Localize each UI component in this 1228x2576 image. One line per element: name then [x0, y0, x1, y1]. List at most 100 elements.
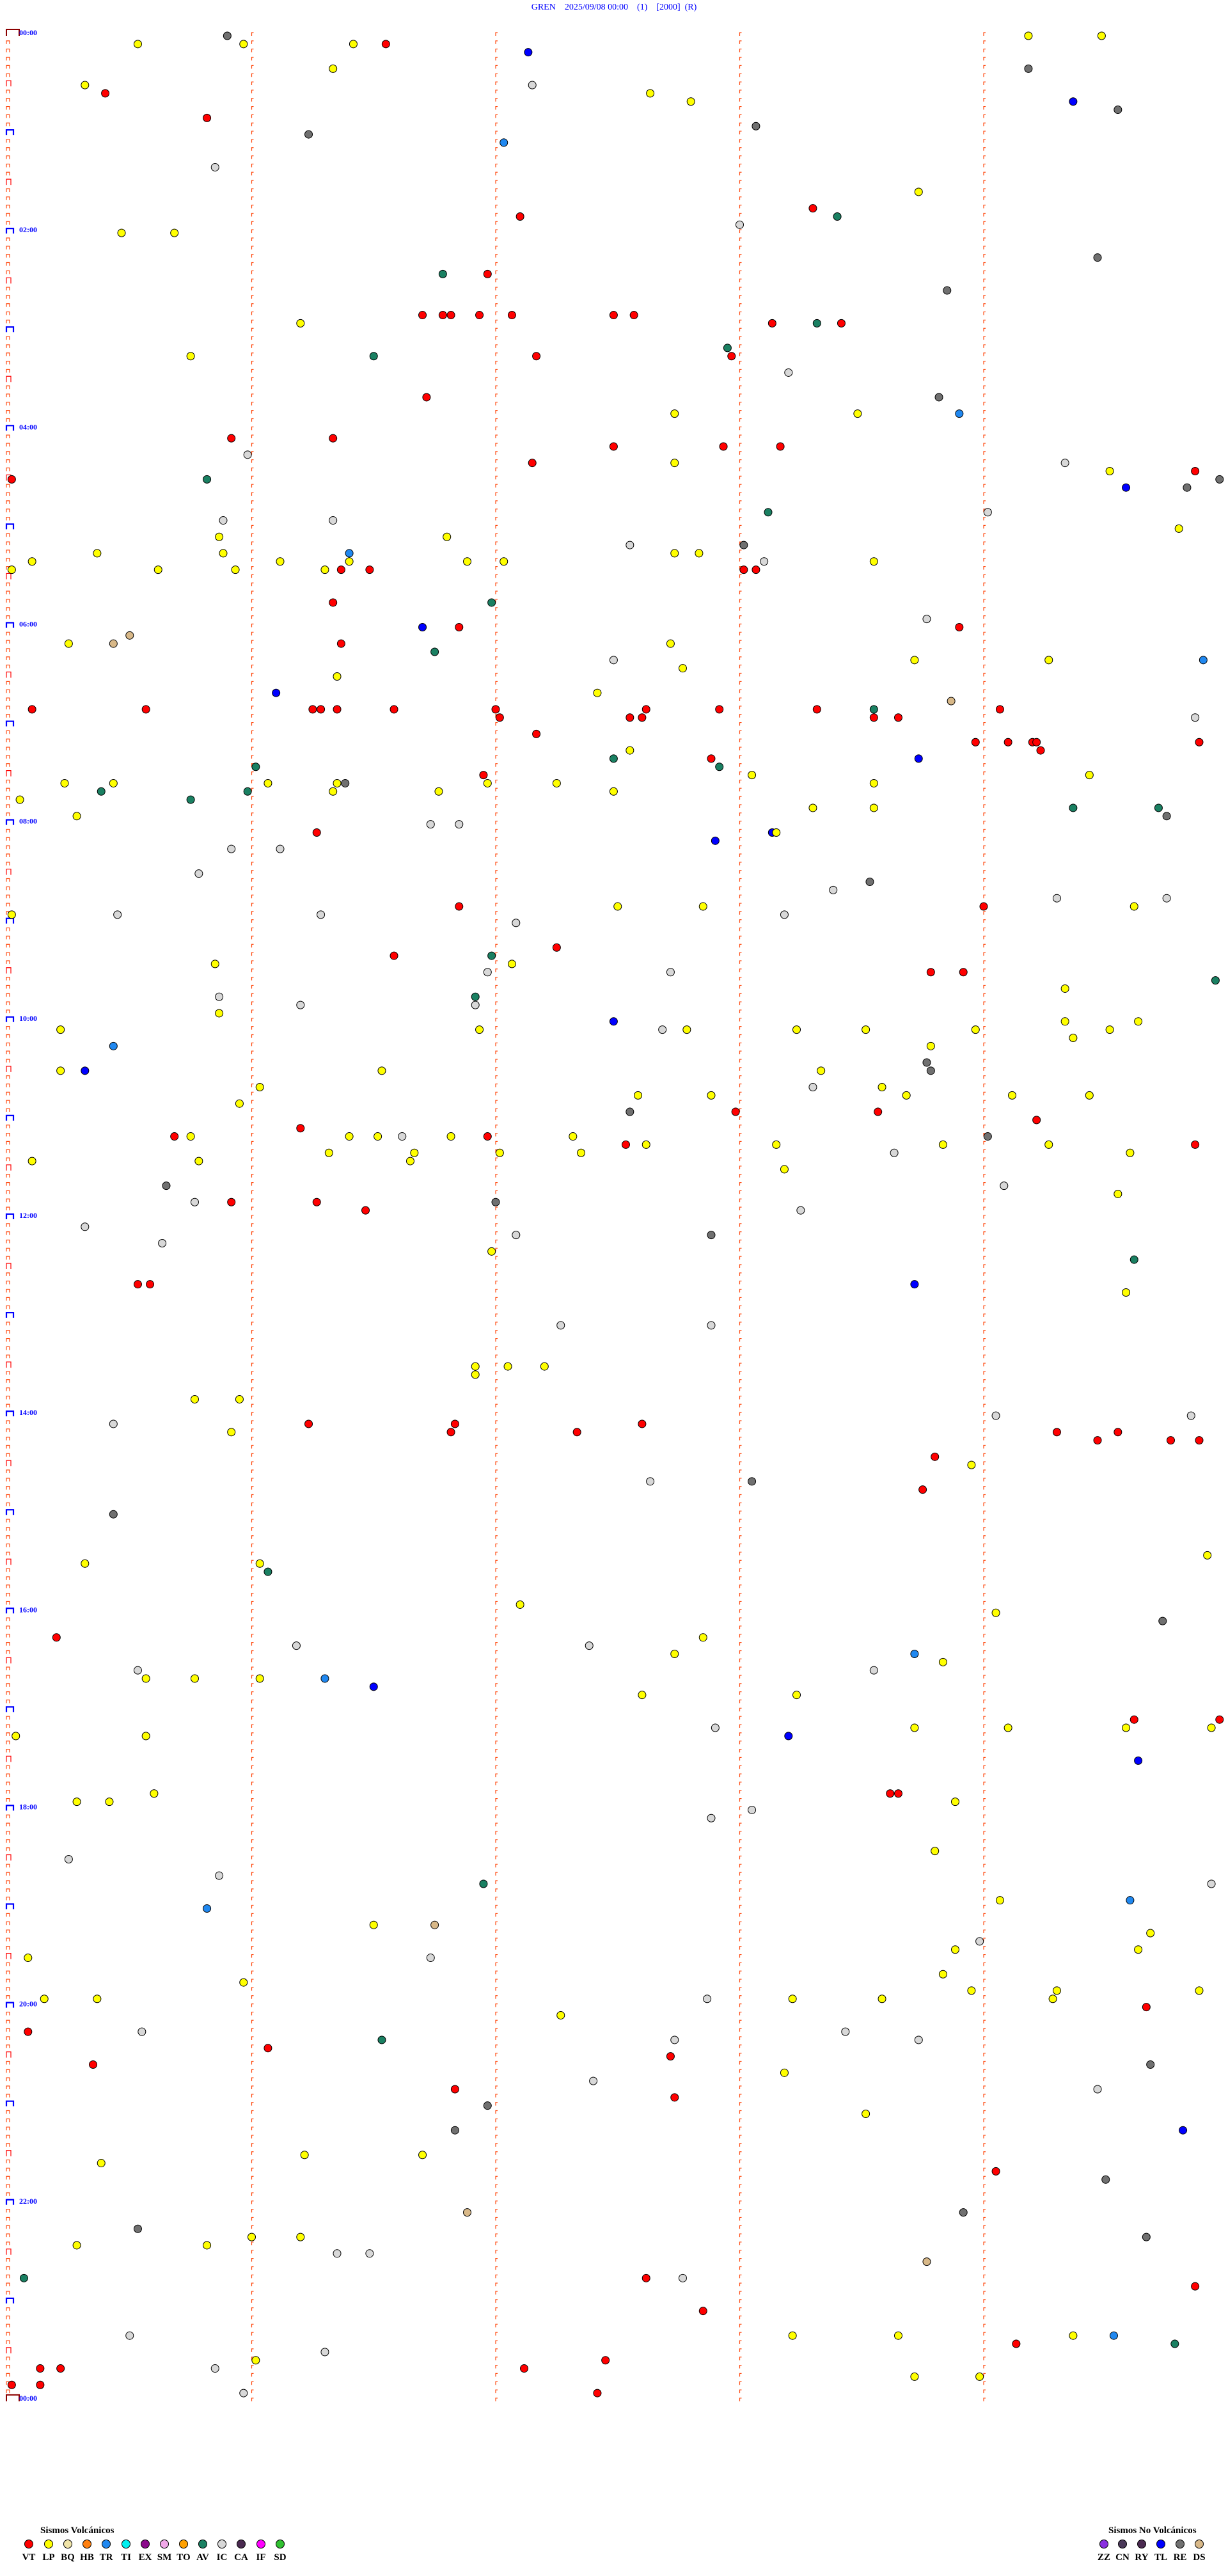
minute-tick: [251, 1732, 254, 1736]
minute-tick: [983, 361, 986, 365]
minute-tick: [6, 1494, 10, 1498]
minute-tick: [739, 894, 742, 899]
minute-tick: [983, 237, 986, 241]
minute-tick: [983, 2307, 986, 2311]
minute-tick: [6, 1354, 10, 1359]
minute-tick: [739, 2241, 742, 2245]
event-LP: [133, 40, 142, 49]
minute-tick: [495, 2159, 498, 2163]
minute-tick: [251, 730, 254, 734]
minute-tick: [983, 977, 986, 981]
minute-tick: [6, 1748, 10, 1753]
minute-tick: [495, 1379, 498, 1383]
minute-tick: [495, 1897, 498, 1900]
event-LP: [869, 778, 878, 787]
minute-tick: [983, 467, 986, 471]
legend-swatch-ZZ: [1099, 2540, 1108, 2548]
minute-tick: [739, 1929, 742, 1934]
minute-tick: [983, 1946, 986, 1950]
event-LP: [1069, 2331, 1078, 2340]
minute-tick: [251, 845, 254, 849]
minute-tick: [6, 1593, 10, 1597]
minute-tick: [251, 1995, 254, 1999]
event-LP: [410, 1148, 419, 1157]
minute-tick: [6, 1469, 10, 1473]
minute-tick: [251, 1863, 254, 1868]
minute-tick: [983, 1716, 986, 1720]
minute-tick: [739, 509, 742, 512]
minute-tick: [495, 1478, 498, 1482]
legend-label-TL: TL: [1154, 2552, 1167, 2563]
minute-tick: [739, 656, 742, 660]
minute-tick: [6, 1642, 10, 1646]
minute-tick: [251, 944, 254, 948]
minute-tick: [739, 952, 742, 956]
event-VT: [36, 2380, 45, 2389]
minute-tick: [983, 2348, 986, 2352]
minute-tick: [6, 1026, 10, 1030]
event-VT: [1142, 2003, 1151, 2012]
minute-tick: [983, 1223, 986, 1227]
minute-tick: [739, 968, 742, 972]
event-VT: [931, 1452, 940, 1461]
event-LP: [1060, 1017, 1069, 1026]
minute-tick: [251, 771, 254, 775]
minute-tick: [251, 2315, 254, 2319]
event-LP: [666, 639, 675, 648]
minute-tick: [739, 1576, 742, 1580]
event-IC: [589, 2076, 598, 2085]
hour-tick: [5, 917, 15, 924]
minute-tick: [983, 2332, 986, 2336]
minute-tick: [251, 631, 254, 636]
minute-tick: [251, 1486, 254, 1490]
minute-tick: [251, 2053, 254, 2057]
event-LP: [333, 778, 342, 787]
minute-tick: [6, 1625, 10, 1629]
minute-tick: [495, 968, 498, 972]
minute-tick: [251, 1231, 254, 1235]
event-IC: [748, 1805, 757, 1814]
event-LP: [264, 778, 272, 787]
minute-tick: [495, 2143, 498, 2147]
minute-tick: [6, 1437, 10, 1441]
minute-tick: [251, 1108, 254, 1112]
event-IC: [113, 910, 122, 919]
minute-tick: [739, 2373, 742, 2377]
event-IC: [426, 1954, 435, 1963]
event-LP: [405, 1157, 414, 1166]
event-VT: [312, 828, 321, 837]
minute-tick: [739, 1166, 742, 1169]
event-RE: [865, 878, 874, 887]
minute-tick: [251, 1847, 254, 1851]
minute-tick: [495, 903, 498, 907]
minute-tick: [495, 1609, 498, 1613]
minute-tick: [983, 1182, 986, 1186]
event-LP: [686, 97, 695, 106]
minute-tick: [251, 623, 254, 628]
minute-tick: [251, 1921, 254, 1925]
minute-tick: [6, 944, 10, 948]
event-VT: [731, 1107, 740, 1116]
minute-tick: [251, 927, 254, 931]
legend-label-RE: RE: [1174, 2552, 1187, 2563]
minute-tick: [495, 1650, 498, 1654]
minute-tick: [983, 459, 986, 463]
event-IC: [1186, 1411, 1195, 1420]
minute-tick: [983, 2241, 986, 2245]
minute-tick: [251, 1970, 254, 1975]
minute-tick: [983, 1831, 986, 1835]
minute-tick: [739, 410, 742, 414]
minute-tick: [983, 451, 986, 455]
event-VT: [28, 705, 36, 714]
minute-tick: [6, 1921, 10, 1925]
minute-tick: [6, 878, 10, 882]
minute-tick: [983, 697, 986, 702]
minute-tick: [739, 361, 742, 365]
minute-tick: [251, 1223, 254, 1227]
minute-tick: [495, 1182, 498, 1186]
minute-tick: [983, 615, 986, 619]
minute-tick: [983, 672, 986, 677]
minute-tick: [739, 828, 742, 833]
event-LP: [1134, 1945, 1143, 1954]
minute-tick: [983, 2340, 986, 2344]
